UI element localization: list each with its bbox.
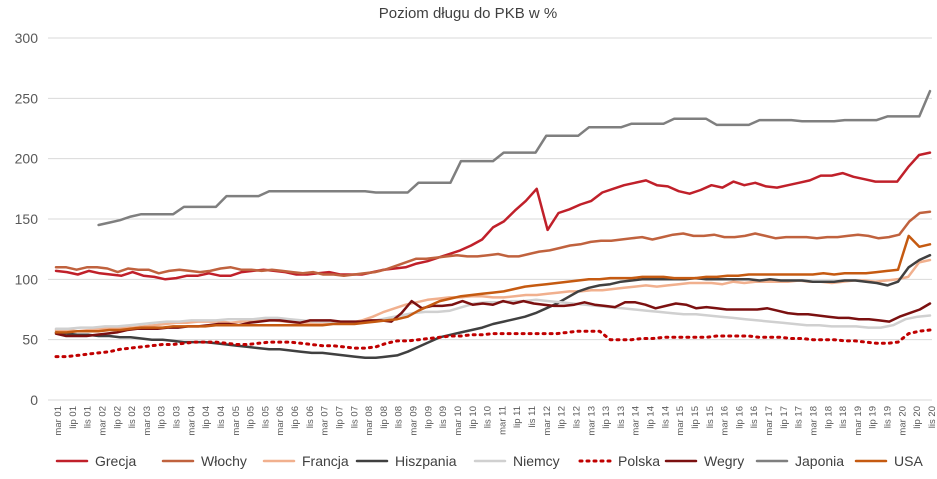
x-tick-label: mar 06 — [275, 406, 286, 436]
x-tick-label: lip 03 — [157, 406, 168, 429]
legend-label: USA — [894, 453, 923, 469]
x-tick-label: lis 18 — [838, 406, 849, 428]
x-tick-label: lip 07 — [334, 406, 345, 429]
y-tick-label: 300 — [15, 30, 39, 46]
x-tick-label: lip 20 — [912, 406, 923, 429]
x-tick-label: lis 12 — [571, 406, 582, 428]
chart-title: Poziom długu do PKB w % — [379, 5, 557, 22]
x-tick-label: lis 20 — [927, 406, 937, 428]
x-tick-label: mar 09 — [409, 406, 420, 436]
x-tick-label: lip 14 — [646, 406, 657, 429]
y-axis-ticks: 0 50 100 150 200 250 300 — [15, 30, 39, 408]
y-tick-label: 200 — [15, 151, 39, 167]
x-tick-label: lip 09 — [423, 406, 434, 429]
x-tick-label: mar 01 — [53, 406, 64, 436]
series-line-wegry — [54, 299, 932, 338]
x-tick-label: lis 07 — [349, 406, 360, 428]
x-tick-label: lip 13 — [601, 406, 612, 429]
gridlines — [48, 37, 932, 401]
x-tick-label: lip 06 — [290, 406, 301, 429]
x-axis-ticks: mar 01 lip 01 lis 01 mar 02 lip 02 lis 02 mar … — [53, 406, 937, 436]
series-line-niemcy — [54, 298, 932, 331]
x-tick-label: mar 13 — [586, 406, 597, 436]
x-tick-label: mar 05 — [231, 406, 242, 436]
series-line-japonia — [97, 89, 932, 227]
x-tick-label: lip 15 — [690, 406, 701, 429]
x-tick-label: lis 05 — [260, 406, 271, 428]
x-tick-label: lip 10 — [468, 406, 479, 429]
series-line-włochy — [54, 210, 932, 277]
x-tick-label: mar 20 — [897, 406, 908, 436]
x-tick-label: lip 17 — [779, 406, 790, 429]
legend-label: Polska — [618, 453, 660, 469]
x-tick-label: lip 04 — [201, 406, 212, 429]
x-tick-label: lip 05 — [246, 406, 257, 429]
series-line-usa — [54, 234, 932, 334]
x-tick-label: lis 10 — [483, 406, 494, 428]
x-tick-label: lis 01 — [83, 406, 94, 428]
x-tick-label: mar 02 — [97, 406, 108, 436]
x-tick-label: mar 12 — [542, 406, 553, 436]
legend: Grecja Włochy Francja Hiszpania Niemcy Polska… — [55, 453, 923, 469]
x-tick-label: mar 11 — [497, 406, 508, 435]
legend-label: Grecja — [95, 453, 136, 469]
x-tick-label: lis 06 — [305, 406, 316, 428]
x-tick-label: mar 03 — [142, 406, 153, 436]
x-tick-label: lip 16 — [734, 406, 745, 429]
series-line-grecja — [54, 151, 932, 281]
x-tick-label: lis 16 — [749, 406, 760, 428]
x-tick-label: lip 19 — [868, 406, 879, 429]
legend-label: Wegry — [704, 453, 744, 469]
x-tick-label: lip 01 — [68, 406, 79, 429]
legend-label: Hiszpania — [395, 453, 457, 469]
y-tick-label: 50 — [22, 332, 38, 348]
legend-label: Włochy — [201, 453, 247, 469]
x-tick-label: lis 14 — [660, 406, 671, 428]
legend-label: Japonia — [795, 453, 844, 469]
x-tick-label: lip 11 — [512, 406, 523, 428]
x-tick-label: lis 09 — [438, 406, 449, 428]
x-tick-label: mar 08 — [364, 406, 375, 436]
x-tick-label: mar 07 — [320, 406, 331, 436]
x-tick-label: lis 17 — [794, 406, 805, 428]
x-tick-label: lis 04 — [216, 406, 227, 428]
legend-label: Niemcy — [513, 453, 560, 469]
x-tick-label: mar 04 — [186, 406, 197, 436]
x-tick-label: lis 08 — [394, 406, 405, 428]
x-tick-label: mar 17 — [764, 406, 775, 436]
x-tick-label: lip 18 — [823, 406, 834, 429]
x-tick-label: lis 19 — [883, 406, 894, 428]
x-tick-label: lip 08 — [379, 406, 390, 429]
x-tick-label: mar 15 — [675, 406, 686, 436]
y-tick-label: 150 — [15, 211, 39, 227]
y-tick-label: 0 — [30, 392, 38, 408]
x-tick-label: mar 18 — [808, 406, 819, 436]
x-tick-label: lis 13 — [616, 406, 627, 428]
x-tick-label: mar 16 — [720, 406, 731, 436]
x-tick-label: lip 12 — [557, 406, 568, 429]
x-tick-label: lis 11 — [527, 406, 538, 427]
x-tick-label: lis 15 — [705, 406, 716, 428]
y-tick-label: 100 — [15, 271, 39, 287]
series-lines — [54, 89, 932, 360]
x-tick-label: mar 14 — [631, 406, 642, 436]
legend-label: Francja — [302, 453, 349, 469]
series-line-polska — [54, 328, 932, 359]
x-tick-label: mar 19 — [853, 406, 864, 436]
x-tick-label: lis 03 — [172, 406, 183, 428]
x-tick-label: mar 10 — [453, 406, 464, 436]
x-tick-label: lis 02 — [127, 406, 138, 428]
x-tick-label: lip 02 — [112, 406, 123, 429]
y-tick-label: 250 — [15, 90, 39, 106]
